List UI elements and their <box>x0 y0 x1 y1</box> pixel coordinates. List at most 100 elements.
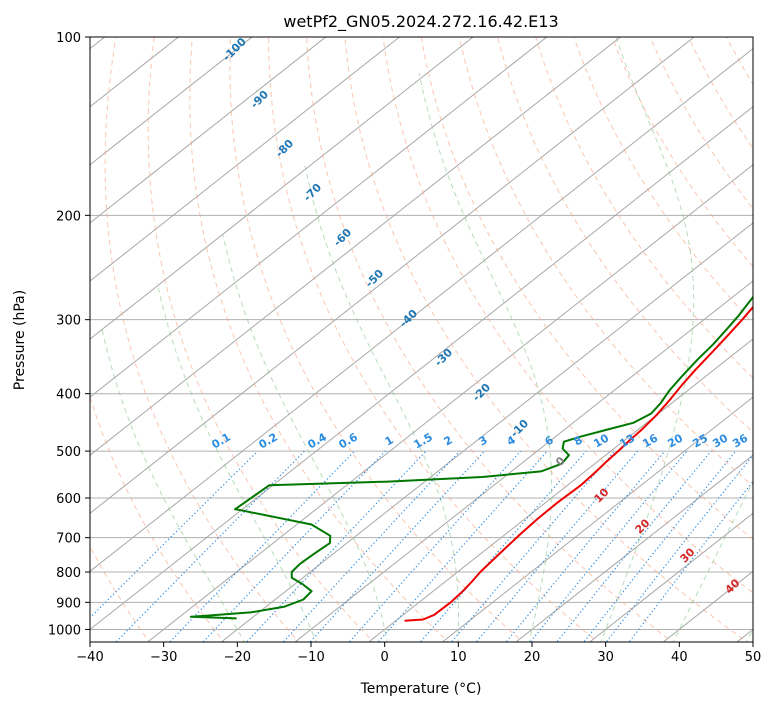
isotherm-label: -70 <box>301 181 324 204</box>
mixing-ratio-label: 13 <box>617 432 637 451</box>
mixing-ratio-line <box>246 450 427 642</box>
dry-adiabat <box>104 37 300 642</box>
isotherm-label: -50 <box>363 267 386 290</box>
isotherm-label: -90 <box>248 88 271 111</box>
dry-adiabat <box>268 37 599 642</box>
y-tick-label: 800 <box>56 566 81 581</box>
x-tick-label: −10 <box>297 650 324 665</box>
x-tick-label: 10 <box>450 650 467 665</box>
y-tick-label: 1000 <box>48 623 81 638</box>
mixing-ratio-label: 1 <box>383 433 396 448</box>
x-axis-label: Temperature (°C) <box>360 681 482 697</box>
dry-adiabat <box>573 37 753 324</box>
isotherm-label: -100 <box>220 35 249 64</box>
isotherm-line <box>367 338 753 642</box>
isotherm-line <box>515 454 753 642</box>
moist-adiabat-label: 20 <box>633 516 653 536</box>
isotherm-line <box>90 37 695 514</box>
isotherm-line <box>90 47 753 572</box>
mixing-ratio-line <box>168 450 356 642</box>
x-tick-label: 50 <box>745 650 762 665</box>
dry-adiabat <box>649 37 753 210</box>
mixing-ratio-line <box>348 450 522 642</box>
moist-adiabat-label: 10 <box>592 485 612 505</box>
mixing-ratio-label: 3 <box>477 433 490 448</box>
dry-adiabat <box>147 37 375 642</box>
isotherm-line <box>90 37 548 398</box>
mixing-ratio-line <box>419 450 587 642</box>
mixing-ratio-line <box>505 450 666 642</box>
moist-adiabat <box>418 72 553 642</box>
mixing-ratio-line <box>605 454 753 642</box>
isotherm-line <box>90 106 753 631</box>
mixing-ratio-label: 2 <box>442 433 455 448</box>
moist-adiabat <box>101 327 245 642</box>
mixing-ratio-line <box>583 450 737 642</box>
chart-title: wetPf2_GN05.2024.272.16.42.E13 <box>283 12 558 32</box>
mixing-ratio-label: 6 <box>543 433 556 448</box>
isotherm-label: -60 <box>331 226 354 249</box>
y-axis-label: Pressure (hPa) <box>12 290 28 390</box>
isotherm-line <box>146 164 753 642</box>
y-tick-label: 300 <box>56 314 81 329</box>
mixing-ratio-label: 16 <box>640 431 660 450</box>
x-tick-label: −20 <box>224 650 251 665</box>
y-tick-label: 500 <box>56 445 81 460</box>
mixing-ratio-label: 25 <box>690 432 710 451</box>
x-tick-label: 30 <box>597 650 614 665</box>
moist-adiabat-label: 30 <box>678 545 698 565</box>
dry-adiabat <box>458 37 753 487</box>
x-tick-label: −40 <box>76 650 103 665</box>
mixing-ratio-line <box>529 450 688 642</box>
x-tick-label: 40 <box>671 650 688 665</box>
mixing-ratio-label: 1.5 <box>412 430 435 451</box>
isotherm-line <box>90 37 474 340</box>
moist-adiabat <box>745 628 753 642</box>
mixing-ratio-label: 0.2 <box>257 430 280 451</box>
mixing-ratio-line <box>556 450 712 642</box>
mixing-ratio-label: 10 <box>591 431 611 450</box>
moist-adiabat <box>304 165 459 642</box>
x-tick-label: 0 <box>381 650 389 665</box>
isotherm-line <box>90 37 401 282</box>
x-tick-label: 20 <box>524 650 541 665</box>
isotherm-line <box>294 280 753 642</box>
isotherm-line <box>90 37 253 166</box>
y-tick-label: 400 <box>56 388 81 403</box>
plot-area <box>90 24 775 645</box>
mixing-ratio-line <box>450 450 616 642</box>
mixing-ratio-label: 36 <box>730 431 750 450</box>
moist-adiabat <box>672 480 753 642</box>
mixing-ratio-line <box>475 450 638 642</box>
mixing-ratio-label: 20 <box>665 431 685 450</box>
isotherm-line <box>90 37 327 224</box>
dry-adiabat <box>496 37 753 433</box>
moist-adiabat <box>156 282 317 642</box>
dry-adiabat <box>535 37 753 379</box>
x-tick-label: −30 <box>150 650 177 665</box>
isotherm-label: -20 <box>470 381 493 404</box>
mixing-ratio-line <box>628 480 753 642</box>
y-tick-label: 200 <box>56 209 81 224</box>
mixing-ratio-label: 0.1 <box>210 430 233 451</box>
mixing-ratio-label: 0.4 <box>306 430 330 451</box>
y-tick-label: 900 <box>56 596 81 611</box>
isotherm-line <box>220 222 753 642</box>
dry-adiabat <box>189 37 449 642</box>
temperature-profile <box>404 305 753 622</box>
moist-adiabat <box>600 37 695 642</box>
mixing-ratio-line <box>90 450 259 619</box>
isotherm-line <box>441 396 753 642</box>
dry-adiabat <box>758 24 775 645</box>
dry-adiabat <box>90 545 151 642</box>
y-tick-label: 700 <box>56 532 81 547</box>
plot-frame <box>89 36 754 643</box>
dry-adiabat <box>306 37 674 642</box>
isotherm-label: -30 <box>432 346 455 369</box>
dewpoint-profile <box>189 295 753 620</box>
isotherm-line <box>90 37 180 108</box>
isotherm-line <box>588 512 753 642</box>
dry-adiabat <box>90 395 225 642</box>
y-tick-label: 600 <box>56 492 81 507</box>
